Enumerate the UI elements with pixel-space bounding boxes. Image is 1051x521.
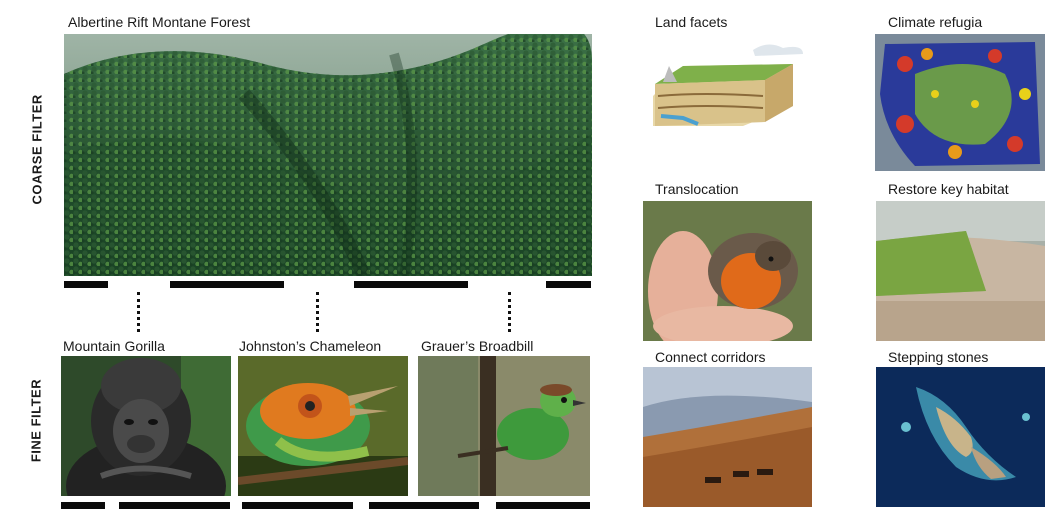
fine-scale-bar [369,502,479,509]
fine-scale-bar [242,502,353,509]
restore-habitat-photo [876,201,1045,341]
fine-scale-bar [496,502,590,509]
strategy-label-land-facets: Land facets [655,14,728,30]
strategy-label-translocation: Translocation [655,181,739,197]
connect-corridors-photo [643,367,812,507]
land-facets-diagram [643,36,811,136]
fine-filter-axis-label: FINE FILTER [28,378,44,463]
connector-dots [508,292,511,332]
coarse-scale-bar [354,281,468,288]
strategy-label-climate-refugia: Climate refugia [888,14,983,30]
strategy-label-restore-habitat: Restore key habitat [888,181,1009,197]
species-label: Grauer’s Broadbill [421,338,534,354]
broadbill-photo [418,356,590,496]
translocation-photo [643,201,812,341]
coarse-filter-title: Albertine Rift Montane Forest [68,14,251,30]
chameleon-photo [238,356,408,496]
coarse-filter-axis-label: COARSE FILTER [29,94,45,205]
climate-refugia-map [875,34,1045,171]
coarse-scale-bar [64,281,108,288]
fine-scale-bar [61,502,105,509]
species-label: Mountain Gorilla [63,338,165,354]
coarse-scale-bar [170,281,284,288]
strategy-label-connect-corridors: Connect corridors [655,349,766,365]
forest-photo [64,34,592,276]
connector-dots [316,292,319,332]
species-label: Johnston’s Chameleon [239,338,382,354]
strategy-label-stepping-stones: Stepping stones [888,349,989,365]
stepping-stones-photo [876,367,1045,507]
connector-dots [137,292,140,332]
fine-scale-bar [119,502,230,509]
coarse-scale-bar [546,281,591,288]
gorilla-photo [61,356,231,496]
